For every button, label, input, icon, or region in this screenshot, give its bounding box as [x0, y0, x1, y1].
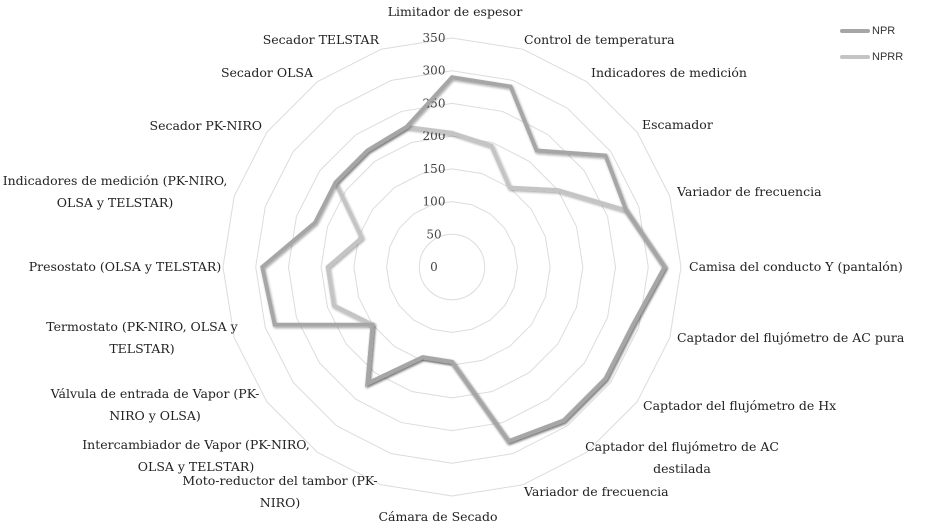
category-label-7: Captador del flujómetro de Hx: [643, 398, 836, 413]
category-label-3: Escamador: [642, 117, 713, 132]
data-series: [260, 75, 667, 444]
category-label-16: Indicadores de medición (PK-NIRO, OLSA y …: [3, 173, 228, 210]
tick-label-350: 350: [423, 31, 446, 45]
legend: NPR NPRR: [840, 18, 903, 70]
series-npr[interactable]: [260, 75, 667, 444]
grid-ring-100: [386, 201, 518, 333]
grid-ring-150: [353, 168, 551, 366]
grid-ring-350: [222, 37, 682, 497]
grid-ring-250: [287, 102, 617, 432]
legend-item-nprr[interactable]: NPRR: [840, 44, 903, 70]
category-label-5: Camisa del conducto Y (pantalón): [689, 259, 903, 274]
tick-label-100: 100: [423, 195, 446, 209]
radar-grid: [222, 37, 682, 497]
tick-label-150: 150: [423, 162, 446, 176]
category-label-10: Cámara de Secado: [378, 509, 497, 524]
grid-ring-300: [255, 70, 649, 464]
legend-label-nprr: NPRR: [872, 51, 904, 63]
category-label-15: Presostato (OLSA y TELSTAR): [29, 259, 221, 274]
category-label-18: Secador OLSA: [221, 65, 314, 80]
category-label-0: Limitador de espesor: [388, 4, 523, 19]
tick-label-300: 300: [423, 64, 446, 78]
category-label-9: Variador de frecuencia: [523, 484, 669, 499]
tick-label-0: 0: [430, 260, 438, 274]
category-label-19: Secador TELSTAR: [263, 32, 380, 47]
category-label-6: Captador del flujómetro de AC pura: [677, 330, 905, 345]
grid-ring-50: [418, 233, 486, 301]
legend-label-npr: NPR: [872, 25, 896, 37]
category-label-14: Termostato (PK-NIRO, OLSA y TELSTAR): [46, 319, 238, 356]
category-label-4: Variador de frecuencia: [676, 184, 822, 199]
category-label-1: Control de temperatura: [524, 32, 675, 47]
legend-swatch-nprr: [840, 55, 870, 59]
category-label-17: Secador PK-NIRO: [150, 118, 263, 133]
category-label-8: Captador del flujómetro de AC destilada: [585, 439, 779, 476]
legend-swatch-npr: [840, 29, 870, 33]
tick-label-250: 250: [423, 96, 446, 110]
legend-item-npr[interactable]: NPR: [840, 18, 903, 44]
tick-label-50: 50: [426, 227, 441, 241]
grid-ring-200: [320, 135, 584, 399]
category-label-2: Indicadores de medición: [591, 65, 747, 80]
category-label-12: Intercambiador de Vapor (PK-NIRO, OLSA y …: [82, 437, 310, 474]
category-label-11: Moto-reductor del tambor (PK-NIRO): [182, 473, 377, 510]
category-label-13: Válvula de entrada de Vapor (PK-NIRO y O…: [50, 386, 260, 423]
